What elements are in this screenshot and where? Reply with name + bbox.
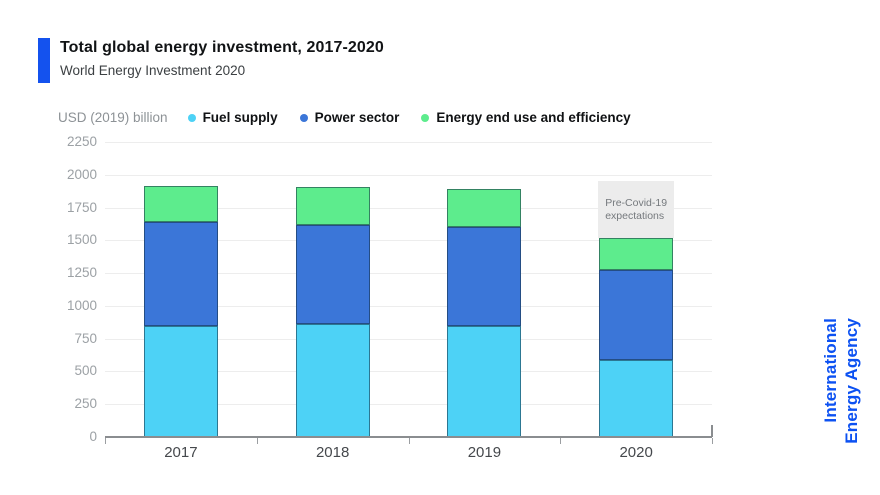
chart-title: Total global energy investment, 2017-202… [60,39,384,56]
x-axis-category-label: 2020 [619,444,653,461]
y-axis-tick-label: 1750 [66,199,97,215]
x-axis-tick [408,438,410,444]
axis-unit-label: USD (2019) billion [58,110,168,125]
gridline [105,174,712,176]
pre-covid-expectations-label: Pre-Covid-19 expectations [605,196,668,222]
legend-item: Fuel supply [187,110,278,125]
y-axis-tick-label: 1000 [66,297,97,313]
legend-dot-icon [187,113,196,122]
bar-segment-power-sector [143,221,218,326]
y-axis-tick-label: 750 [74,330,97,346]
chart-subtitle: World Energy Investment 2020 [60,63,246,78]
gridline [105,142,712,143]
bar-segment-fuel-supply [447,325,522,437]
y-axis-tick-label: 1500 [66,232,97,248]
x-axis-tick [256,438,258,444]
legend-row: USD (2019) billion Fuel supply Power sect… [58,110,631,125]
iea-logo-line1: International [821,318,840,423]
iea-logo: International Energy Agency [820,318,866,490]
bar-segment-fuel-supply [143,325,218,437]
y-axis-tick-label: 0 [89,429,97,444]
y-axis-tick-label: 2250 [66,134,97,149]
x-axis-tick [105,438,106,444]
y-axis-tick-label: 1250 [66,265,97,281]
bar-segment-energy-end-use-and-efficiency [295,187,370,226]
bar-segment-power-sector [599,270,674,360]
legend-label: Power sector [314,110,400,125]
x-axis-tick [560,438,562,444]
x-axis-end-cap [711,425,713,437]
x-axis-category-label: 2019 [467,444,502,461]
legend-label: Fuel supply [202,110,278,125]
bar-segment-energy-end-use-and-efficiency [447,189,522,227]
y-axis-tick-label: 250 [74,396,97,412]
bar-segment-power-sector [295,225,370,325]
header: Total global energy investment, 2017-202… [38,38,384,83]
iea-logo-text: International Energy Agency [820,318,862,490]
gridline [105,207,712,209]
legend-item: Energy end use and efficiency [421,110,631,125]
legend-item: Power sector [299,110,400,125]
bar-segment-energy-end-use-and-efficiency [599,237,674,271]
iea-logo-line2: Energy Agency [842,318,861,444]
gridline [105,371,712,373]
legend-dot-icon [299,113,308,122]
x-axis-line [105,436,712,438]
gridline [105,404,712,406]
gridline [105,338,712,340]
bar-segment-power-sector [447,226,522,326]
y-axis-tick-label: 2000 [66,166,97,182]
gridline [105,273,712,275]
x-axis-tick [712,438,713,444]
legend-label: Energy end use and efficiency [436,110,631,125]
bar-segment-energy-end-use-and-efficiency [143,185,218,222]
y-axis-tick-label: 500 [74,363,97,379]
gridline [105,305,712,307]
x-axis-category-label: 2017 [164,444,198,461]
title-accent-bar [38,38,50,83]
gridline [105,240,712,242]
bar-segment-fuel-supply [599,359,674,437]
bar-segment-fuel-supply [295,324,370,437]
x-axis-category-label: 2018 [315,444,350,461]
legend: Fuel supply Power sector Energy end use an… [187,110,631,125]
legend-dot-icon [421,113,430,122]
pre-covid-expectations-box: Pre-Covid-19 expectations [598,181,675,238]
